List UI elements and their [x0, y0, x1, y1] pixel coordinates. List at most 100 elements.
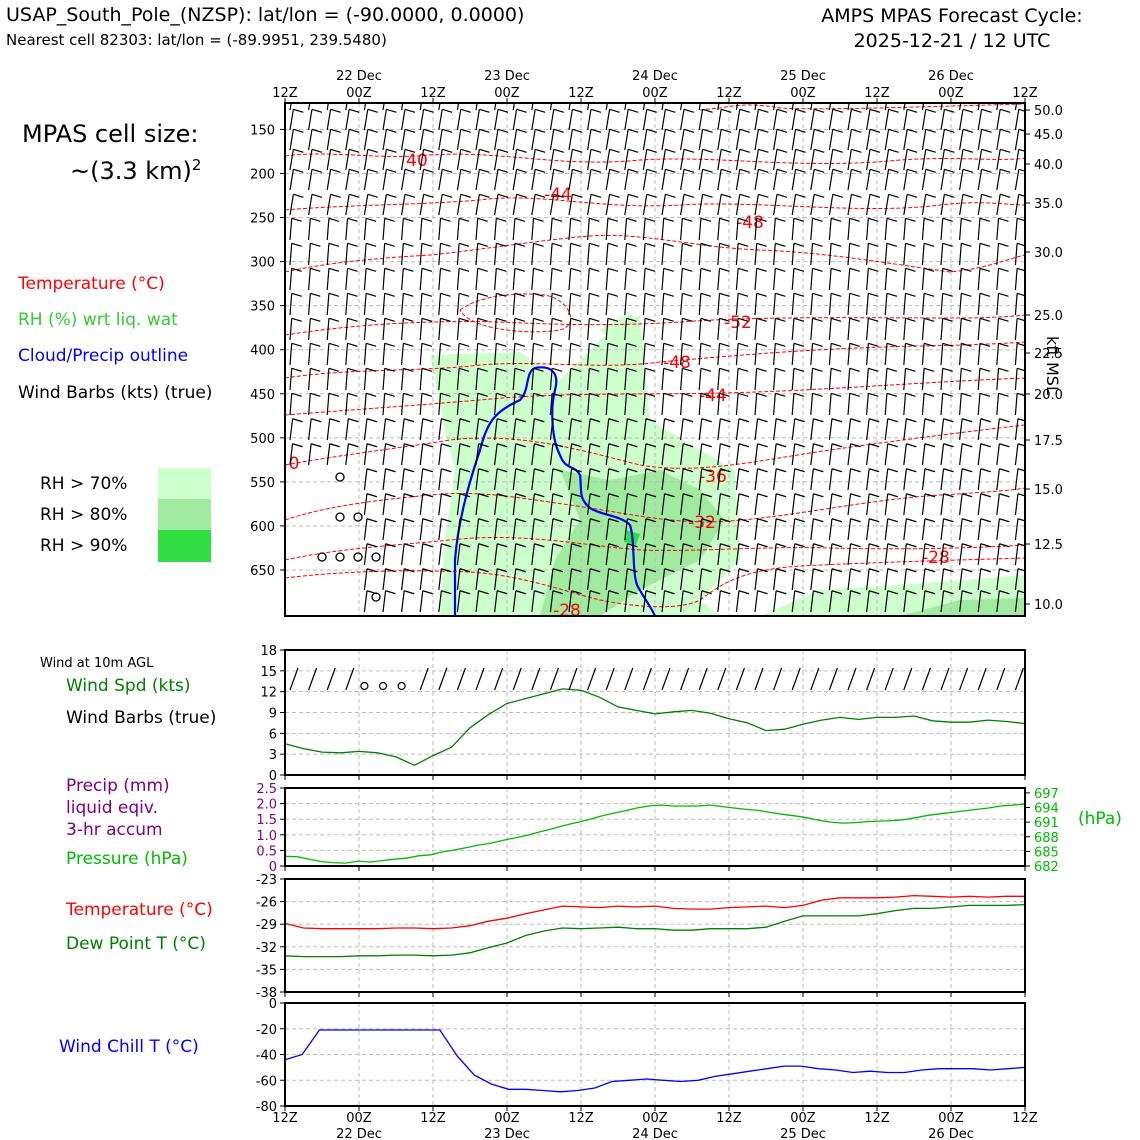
wind-barb-staff: [456, 493, 461, 516]
wind-barb-staff: [977, 268, 981, 291]
wind-barb-flag: [775, 367, 786, 372]
wind-barb-staff: [977, 518, 982, 541]
wind-barb-staff: [382, 149, 387, 171]
wind-barb-flag: [589, 242, 600, 247]
wind-barb: [847, 443, 861, 466]
wind-barb-staff: [754, 393, 758, 416]
wind-barb-flag: [720, 518, 731, 523]
wind-barb: [717, 367, 730, 391]
wind-barb-flag: [830, 217, 842, 222]
surface-wind-barb: [810, 667, 820, 691]
pressure-tick-label: 600: [250, 520, 275, 535]
wind-barb-flag: [665, 193, 676, 198]
wind-barb-staff: [382, 468, 387, 491]
wind-barb: [828, 317, 842, 341]
wind-barb-staff: [717, 293, 721, 316]
wind-barb: [791, 543, 805, 566]
wind-barb-flag: [701, 418, 712, 423]
wind-barb: [903, 493, 917, 516]
pressure-tick-label: 250: [250, 212, 275, 227]
wind-barb-staff: [698, 268, 702, 291]
wind-barb-staff: [698, 418, 703, 441]
wind-barb-flag: [737, 242, 749, 247]
wind-barb-flag: [963, 89, 973, 92]
wind-barb: [419, 267, 433, 291]
wind-barb-staff: [289, 149, 294, 171]
kft-tick-label: 22.5: [1034, 347, 1063, 362]
wind-barb: [903, 568, 917, 591]
wind-barb-flag: [310, 292, 321, 297]
wind-barb-staff: [959, 129, 964, 151]
wind-barb: [289, 128, 304, 151]
wind-barb-flag: [814, 148, 825, 153]
wind-barb: [773, 568, 787, 591]
surface-wind-barb: [884, 667, 894, 691]
wind-barb-flag: [776, 193, 788, 198]
wind-barb-staff: [698, 218, 702, 241]
wind-barb: [903, 242, 916, 266]
wind-barb-flag: [459, 518, 471, 523]
wind-barb-staff: [959, 169, 964, 191]
wind-barb-staff: [512, 543, 517, 566]
wind-barb-staff: [475, 518, 480, 541]
wind-barb-staff: [680, 243, 683, 266]
wind-barb-flag: [553, 148, 564, 153]
wind-barb-flag: [888, 128, 899, 133]
wind-barb-staff: [289, 109, 294, 131]
wind-barb: [1014, 342, 1025, 366]
wind-barb-flag: [441, 493, 452, 498]
wind-barb: [884, 468, 898, 491]
bottom-time-tick-label: 12Z: [1012, 1111, 1038, 1126]
surface-wind-barb: [308, 667, 318, 691]
wind-barb-staff: [568, 468, 573, 491]
wind-barb: [921, 367, 935, 391]
wind-barb: [531, 418, 545, 441]
wind-barb-flag: [942, 392, 953, 397]
wind-barb-flag: [850, 468, 861, 473]
wind-barb-staff: [642, 129, 648, 151]
wind-barb: [308, 108, 323, 131]
wind-barb-flag: [496, 543, 508, 548]
kft-tick-label: 12.5: [1034, 538, 1063, 553]
surface-wind-barb: [419, 667, 429, 691]
wind-barb: [717, 267, 730, 291]
wind-barb-flag: [385, 493, 396, 498]
wind-barb: [735, 317, 749, 341]
wind-barb: [642, 217, 656, 241]
wind-barb: [791, 342, 805, 366]
wind-barb-staff: [1014, 468, 1019, 491]
wind-barb-staff: [866, 194, 871, 216]
wind-barb-staff: [549, 393, 553, 416]
wind-barb: [661, 103, 664, 111]
wind-barb: [977, 342, 991, 366]
wind-barb: [549, 443, 564, 466]
wind-barb-flag: [830, 367, 842, 372]
wind-barb: [568, 103, 571, 111]
wind-barb-flag: [923, 292, 935, 297]
surface-wind-barb: [494, 667, 504, 691]
wind-barb-staff: [382, 109, 387, 131]
wind-barb-flag: [497, 168, 509, 173]
wind-barb-flag: [403, 317, 414, 322]
wind-barb-staff: [884, 103, 887, 111]
wind-barb-staff: [438, 194, 443, 216]
wind-barb: [828, 103, 832, 111]
wind-barb-flag: [403, 493, 415, 498]
wind-barb: [587, 108, 602, 131]
wind-barb: [717, 443, 731, 466]
wind-barb-flag: [998, 217, 1009, 222]
wind-barb-staff: [642, 318, 646, 341]
wind-barb: [717, 518, 731, 541]
wind-barb-staff: [754, 169, 759, 191]
wind-barb-staff: [494, 568, 498, 591]
wind-barb-staff: [642, 393, 646, 416]
wind-barb-flag: [552, 468, 564, 473]
wind-barb: [735, 108, 750, 131]
wind-barb-flag: [719, 342, 730, 347]
wind-barb-staff: [456, 443, 461, 466]
wind-barb-flag: [535, 168, 546, 173]
wind-barb-flag: [626, 342, 637, 347]
wind-barb: [661, 267, 674, 291]
wind-barb-flag: [571, 568, 582, 573]
wind-barb: [698, 103, 701, 111]
